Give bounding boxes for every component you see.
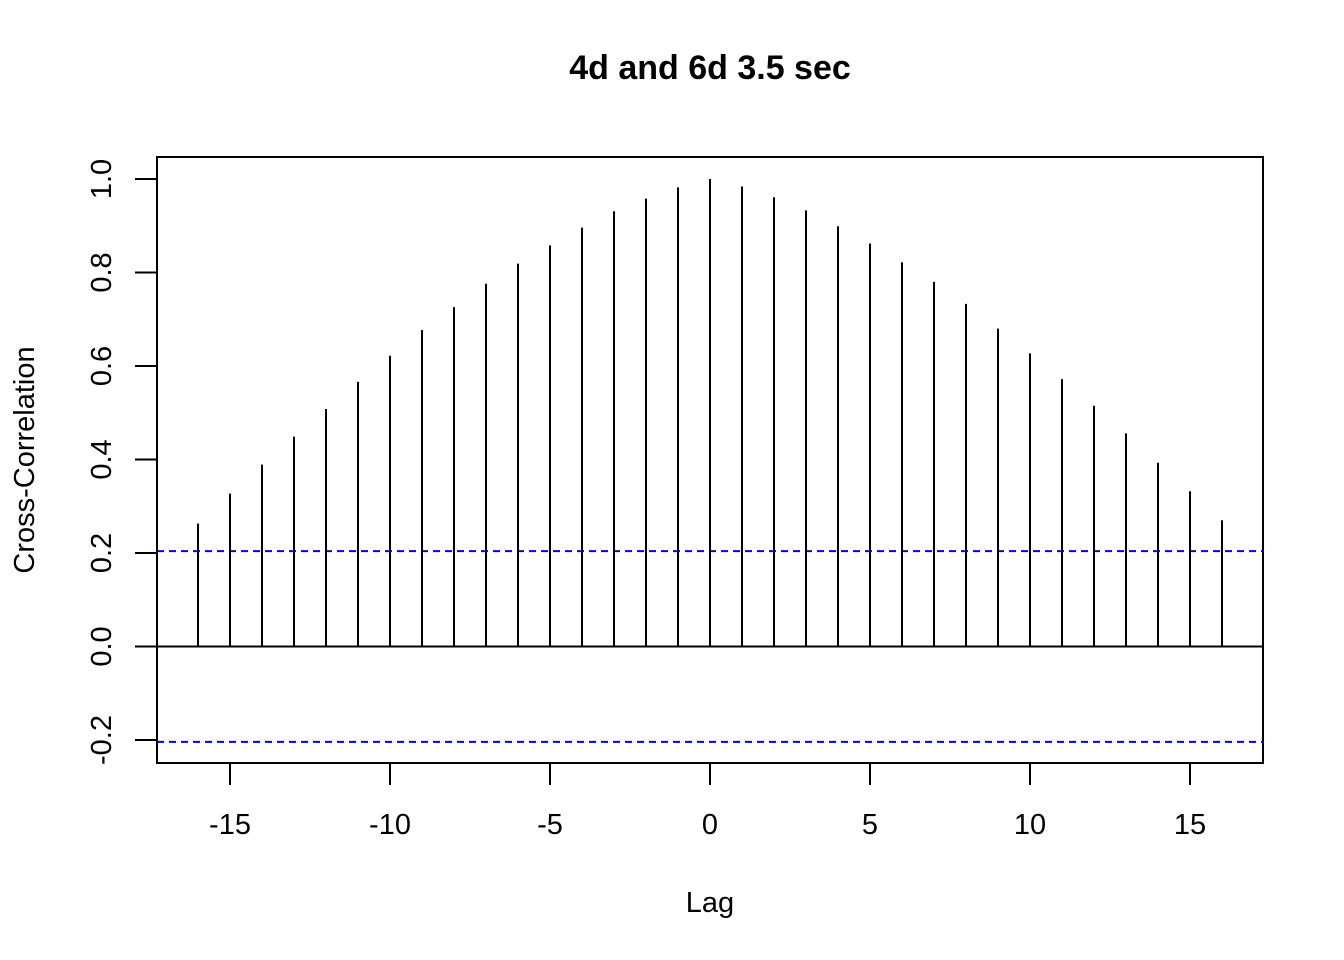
y-axis: -0.2 0.0 0.2 0.4 0.6 0.8 1.0 (86, 159, 158, 765)
x-tick-label: 10 (1014, 809, 1046, 841)
x-tick-label: 0 (702, 809, 718, 841)
y-tick-label: 0.2 (86, 533, 118, 573)
y-tick-label: 0.6 (86, 346, 118, 386)
x-tick-label: 5 (862, 809, 878, 841)
x-axis: -15 -10 -5 0 5 10 15 (209, 762, 1206, 841)
y-tick-label: -0.2 (86, 715, 118, 765)
chart-title: 4d and 6d 3.5 sec (569, 49, 851, 87)
y-tick-label: 0.8 (86, 252, 118, 292)
bars (197, 179, 1223, 647)
y-axis-label: Cross-Correlation (9, 346, 41, 573)
x-tick-label: 15 (1174, 809, 1206, 841)
y-tick-label: 0.4 (86, 439, 118, 479)
x-tick-label: -10 (369, 809, 411, 841)
y-tick-label: 1.0 (86, 159, 118, 199)
x-tick-label: -15 (209, 809, 251, 841)
x-axis-label: Lag (686, 887, 734, 919)
y-tick-label: 0.0 (86, 626, 118, 666)
x-tick-label: -5 (537, 809, 563, 841)
